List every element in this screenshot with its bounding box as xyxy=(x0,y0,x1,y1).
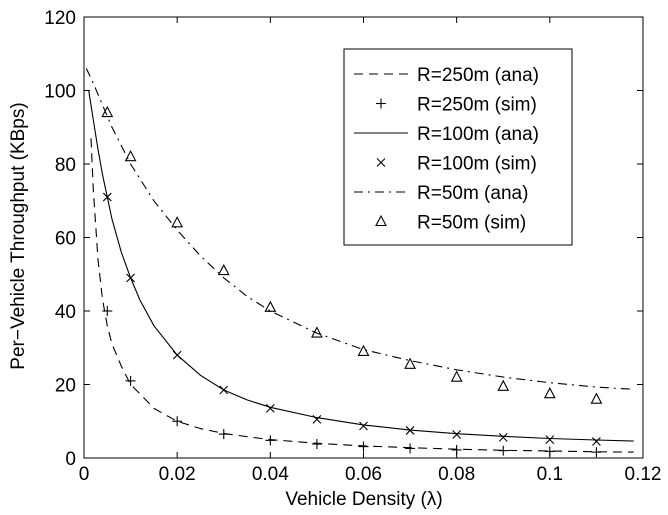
series-line-2 xyxy=(88,90,634,442)
legend-marker-sample xyxy=(375,214,387,227)
y-tick-label: 120 xyxy=(44,8,76,29)
y-tick-label: 60 xyxy=(55,229,76,250)
data-point-5-8 xyxy=(450,370,463,382)
data-point-5-5 xyxy=(311,326,323,338)
y-axis-label: Per−Vehicle Throughput (KBps) xyxy=(8,102,29,369)
legend-label: R=250m (sim) xyxy=(417,95,537,116)
data-point-3-3 xyxy=(219,385,229,395)
x-tick-label: 0.1 xyxy=(537,464,563,485)
x-tick-label: 0.06 xyxy=(345,464,382,485)
data-point-5-11 xyxy=(590,392,603,404)
data-point-5-10 xyxy=(543,387,556,399)
legend: R=250m (ana) R=250m (sim) R=100m (ana) R=10… xyxy=(343,48,573,246)
legend-entry-1: R=250m (sim) xyxy=(376,95,537,116)
data-point-3-4 xyxy=(265,403,275,413)
data-point-3-7 xyxy=(405,426,415,435)
axes-layer: 0 0.02 0.04 0.06 0.08 0.1 0.12 0 20 40 60 80 100 120 xyxy=(44,8,661,485)
data-point-1-1 xyxy=(125,375,136,386)
y-tick-label: 0 xyxy=(65,449,76,470)
legend-label: R=250m (ana) xyxy=(417,65,539,86)
data-point-3-9 xyxy=(498,433,508,442)
legend-box xyxy=(343,48,573,246)
data-point-1-6 xyxy=(358,441,369,452)
data-point-3-10 xyxy=(545,435,555,445)
y-tick-label: 20 xyxy=(55,376,76,397)
x-tick-label: 0.08 xyxy=(438,464,475,485)
x-tick-label: 0 xyxy=(79,464,90,485)
legend-marker-sample xyxy=(376,98,386,109)
x-axis-label: Vehicle Density (λ) xyxy=(285,489,442,510)
data-point-3-5 xyxy=(312,415,322,424)
y-tick-label: 100 xyxy=(44,82,76,103)
legend-label: R=100m (sim) xyxy=(417,154,537,175)
data-point-1-4 xyxy=(265,435,276,446)
x-tick-label: 0.12 xyxy=(625,464,662,485)
data-point-5-2 xyxy=(171,216,184,228)
legend-entry-5: R=50m (sim) xyxy=(375,213,526,234)
data-point-3-6 xyxy=(359,421,368,431)
data-point-5-0 xyxy=(101,105,114,118)
legend-marker-sample xyxy=(376,158,386,167)
legend-entry-2: R=100m (ana) xyxy=(354,124,539,145)
legend-label: R=50m (sim) xyxy=(417,213,526,234)
data-point-3-1 xyxy=(126,273,135,283)
plot-layer xyxy=(85,68,634,458)
x-tick-label: 0.04 xyxy=(252,464,289,485)
data-point-5-9 xyxy=(497,379,510,391)
y-tick-label: 80 xyxy=(55,155,76,176)
series-line-0 xyxy=(90,138,634,453)
legend-entry-0: R=250m (ana) xyxy=(354,65,539,86)
data-point-3-2 xyxy=(172,350,182,360)
data-point-5-7 xyxy=(404,357,416,369)
legend-entry-3: R=100m (sim) xyxy=(376,154,537,175)
data-point-1-5 xyxy=(311,439,322,450)
data-point-3-8 xyxy=(452,430,462,439)
data-point-5-4 xyxy=(264,300,277,312)
legend-entry-4: R=50m (ana) xyxy=(354,183,528,204)
data-point-1-2 xyxy=(172,416,183,427)
data-point-1-9 xyxy=(498,445,509,456)
data-point-1-3 xyxy=(218,429,229,440)
data-point-1-7 xyxy=(405,443,416,454)
data-point-5-6 xyxy=(357,344,370,356)
y-tick-label: 40 xyxy=(55,302,76,323)
data-point-3-0 xyxy=(102,192,112,202)
legend-label: R=100m (ana) xyxy=(417,124,539,145)
data-point-1-11 xyxy=(591,447,602,458)
data-point-3-11 xyxy=(592,437,601,446)
legend-label: R=50m (ana) xyxy=(417,183,528,204)
data-point-5-1 xyxy=(124,149,137,162)
data-point-5-3 xyxy=(217,263,230,276)
x-tick-label: 0.02 xyxy=(159,464,196,485)
data-point-1-0 xyxy=(102,306,113,316)
series-line-4 xyxy=(85,68,634,390)
